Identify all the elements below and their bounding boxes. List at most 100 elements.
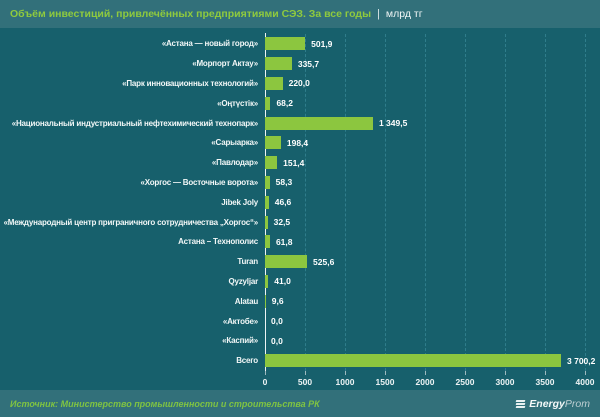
category-label: «Хоргос — Восточные ворота» [140,177,258,187]
bar-track: 0,0 [265,315,600,328]
value-label: 0,0 [271,316,283,327]
chart-row: Jibek Joly 46,6 [0,192,600,212]
category-label: Turan [237,257,258,267]
axis-tick-label: 2500 [455,377,475,387]
bar [265,255,308,269]
category-label: «Каспий» [222,336,258,346]
value-label: 220,0 [288,78,310,89]
axis-tick [385,371,386,375]
axis-tick-label: 1500 [375,377,395,387]
category-label: Астана – Технополис [178,237,258,247]
bar [265,96,271,110]
gridline [385,34,386,371]
category-label: «Международный центр приграничного сотру… [3,217,259,227]
chart-row: «Морпорт Актау» 335,7 [0,54,600,74]
value-label: 58,3 [275,177,293,188]
bar [265,294,266,308]
axis-tick [345,371,346,375]
value-label: 3 700,2 [567,355,596,366]
value-label: 68,2 [276,98,293,109]
title-unit: млрд тг [385,8,423,20]
value-label: 335,7 [297,58,320,69]
bar [265,235,270,249]
chart-row: «Национальный индустриальный нефтехимиче… [0,113,600,133]
axis-tick [425,371,426,375]
bar [265,274,269,288]
source-text: Источник: Министерство промышленности и … [10,398,320,409]
axis-tick-label: 3500 [535,377,555,387]
chart-rows: «Астана — новый город» 501,9 «Морпорт Акта… [0,34,600,371]
plot-area [265,34,586,371]
value-label: 41,0 [274,276,291,287]
value-label: 151,4 [283,157,305,168]
bar-track: 9,6 [265,294,600,308]
chart-row: Turan 525,6 [0,252,600,272]
chart-row: «Международный центр приграничного сотру… [0,212,600,232]
chart-row: Астана – Технополис 61,8 [0,232,600,252]
bar [265,195,269,209]
value-label: 32,5 [273,217,291,228]
bar-track: 32,5 [265,215,600,229]
bar-track: 525,6 [265,255,600,269]
axis-tick [505,371,506,375]
bar [265,136,281,150]
bar-track: 220,0 [265,76,600,90]
chart-row: «Парк инновационных технологий» 220,0 [0,74,600,94]
energyprom-logo: Energy Prom [515,397,590,410]
bar-track: 1 349,5 [265,116,600,130]
category-label: «Парк инновационных технологий» [122,78,258,88]
gridline [425,34,426,371]
footer-bar: Источник: Министерство промышленности и … [0,390,600,417]
bar [265,57,292,71]
bar [265,175,270,189]
axis-tick [265,371,266,375]
category-label: «Павлодар» [211,158,258,168]
chart-row: Всего 3 700,2 [0,351,600,371]
gridline [585,34,586,371]
bar-track: 501,9 [265,37,600,51]
category-label: «Морпорт Актау» [192,59,258,69]
axis-tick [305,371,306,375]
bar-track: 0,0 [265,334,600,347]
bar [265,76,283,90]
bar [265,156,278,170]
bar-track: 335,7 [265,57,600,71]
axis-tick-label: 2000 [415,377,435,387]
value-label: 198,4 [286,137,309,148]
bar [265,116,373,130]
category-label: «Сарыарка» [211,138,258,148]
chart-row: «Сарыарка» 198,4 [0,133,600,153]
gridline [465,34,466,371]
axis-tick-label: 500 [297,377,313,387]
header-bar: Объём инвестиций, привлечённых предприят… [0,0,600,28]
category-label: Jibek Joly [221,197,258,207]
chart-row: «Астана — новый город» 501,9 [0,34,600,54]
chart-row: Alatau 9,6 [0,291,600,311]
bar [265,354,562,368]
chart-row: «Каспий» 0,0 [0,331,600,351]
axis-tick [545,371,546,375]
energyprom-logo-icon [515,399,526,409]
bar-track: 61,8 [265,235,600,249]
bar-track: 3 700,2 [265,354,600,368]
category-label: Qyzyljar [228,276,258,286]
bar-track: 46,6 [265,195,600,209]
category-label: Всего [236,356,258,366]
axis-tick-label: 4000 [575,377,595,387]
bar-track: 151,4 [265,156,600,170]
bar-track: 68,2 [265,96,600,110]
axis-tick-label: 0 [262,377,268,387]
value-label: 9,6 [271,296,284,307]
chart-row: «Хоргос — Восточные ворота» 58,3 [0,173,600,193]
page-title: Объём инвестиций, привлечённых предприят… [10,8,372,20]
category-label: «Актобе» [222,316,258,326]
axis-tick-label: 3000 [495,377,515,387]
chart-row: «Павлодар» 151,4 [0,153,600,173]
chart-row: «Оңтүстік» 68,2 [0,93,600,113]
logo-text-prom: Prom [564,397,590,410]
value-label: 501,9 [311,38,333,49]
gridline [545,34,546,371]
bar [265,215,268,229]
bar-track: 41,0 [265,274,600,288]
